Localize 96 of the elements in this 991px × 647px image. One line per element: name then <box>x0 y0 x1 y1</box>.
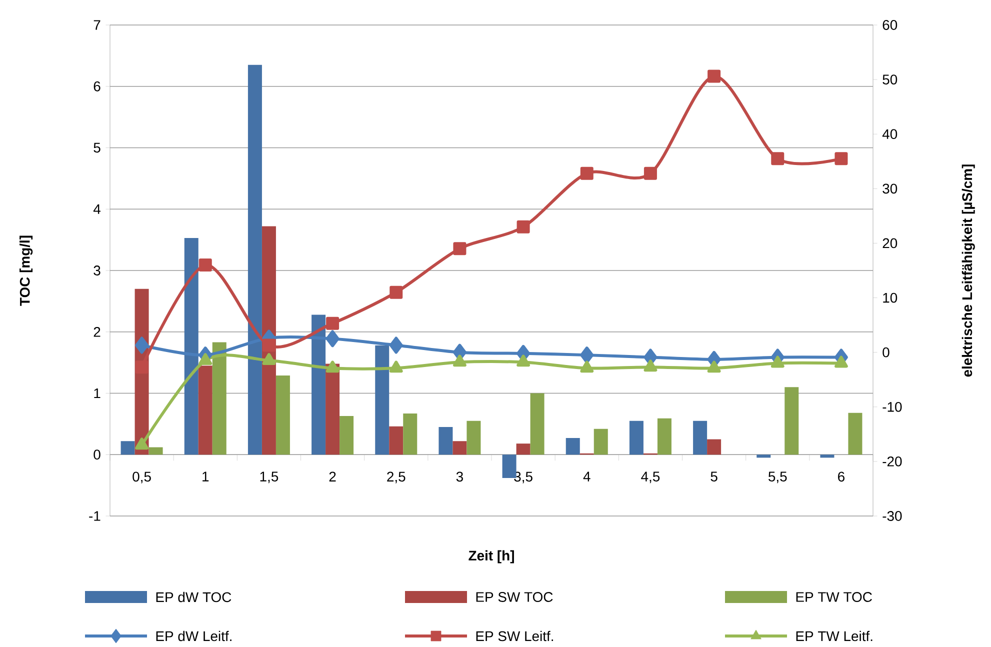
point <box>389 360 403 373</box>
point <box>262 338 276 352</box>
point <box>580 346 594 364</box>
y-tick-label: -1 <box>89 511 100 521</box>
y-tick-label: 0 <box>94 450 100 460</box>
y2-tick-label: -20 <box>882 456 902 466</box>
point <box>707 360 721 373</box>
y-tick-label: 5 <box>94 142 100 153</box>
point <box>708 70 721 83</box>
y2-tick-label: 10 <box>883 292 898 303</box>
point <box>580 360 594 373</box>
point <box>453 354 466 367</box>
bar <box>516 444 530 455</box>
y2-tick-label: 0 <box>882 347 890 358</box>
bar <box>594 428 608 455</box>
point <box>135 360 148 374</box>
point <box>262 353 276 366</box>
bar <box>820 454 834 458</box>
point <box>135 438 148 450</box>
point <box>770 356 784 368</box>
point <box>580 166 594 180</box>
x-tick-label: 4,5 <box>641 472 660 484</box>
x-tick-label: 2 <box>329 472 336 482</box>
bar <box>340 416 354 455</box>
y-tick-label: 1 <box>94 388 100 398</box>
point <box>389 336 403 354</box>
point <box>771 152 784 166</box>
bar <box>466 420 481 455</box>
bar <box>452 441 467 455</box>
x-tick-label: 3 <box>456 472 463 482</box>
legend-label: EP TW Leitf. <box>796 630 872 642</box>
bar <box>707 439 722 455</box>
bar <box>184 238 198 455</box>
y2-tick-label: 20 <box>882 238 898 248</box>
bar <box>120 441 135 455</box>
y-tick-label: 6 <box>94 81 100 92</box>
y2-tick-label: 50 <box>882 74 898 84</box>
y-tick-label: 7 <box>94 20 100 30</box>
point <box>198 258 212 272</box>
bar <box>326 364 340 455</box>
x-tick-label: 3,5 <box>514 472 532 484</box>
bar <box>389 426 404 455</box>
bar <box>403 414 418 455</box>
legend-label: EP dW Leitf. <box>156 630 232 642</box>
bar <box>248 64 262 455</box>
legend-label: EP SW TOC <box>476 592 553 602</box>
x-tick-label: 4 <box>583 472 590 482</box>
bar <box>629 420 644 455</box>
y2-tick-label: -10 <box>882 402 902 412</box>
bar <box>756 454 771 458</box>
y-tick-label: 3 <box>94 266 100 276</box>
bar <box>784 387 799 455</box>
x-tick-label: 1 <box>202 472 209 482</box>
x-tick-label: 0,5 <box>132 472 151 484</box>
bar <box>212 342 226 455</box>
point <box>834 356 848 368</box>
point <box>516 220 530 234</box>
bar <box>375 345 390 455</box>
point <box>516 354 530 367</box>
bar <box>657 418 672 455</box>
point <box>326 330 340 348</box>
bar <box>438 427 453 455</box>
y-tick-label: 4 <box>93 204 100 214</box>
legend-label: EP TW TOC <box>796 592 872 602</box>
point <box>453 242 466 256</box>
point <box>644 166 657 180</box>
legend-label: EP SW Leitf. <box>476 630 553 642</box>
bar <box>566 438 580 455</box>
y2-tick-label: 60 <box>882 20 898 30</box>
point <box>326 360 340 373</box>
point <box>198 353 212 366</box>
bar <box>148 447 163 455</box>
y2-tick-label: -30 <box>882 511 902 521</box>
x-axis-title: Zeit [h] <box>468 550 514 564</box>
x-tick-label: 5 <box>710 472 718 482</box>
y2-tick-label: 40 <box>882 129 898 140</box>
bar <box>848 412 862 455</box>
bar <box>693 420 708 455</box>
point <box>644 360 658 372</box>
point <box>135 336 149 354</box>
y2-tick-label: 30 <box>882 184 898 194</box>
point <box>834 152 848 166</box>
legend-label: EP dW TOC <box>156 592 232 602</box>
y2-axis-title: elektrische Leitfähigkeit [µS/cm] <box>962 164 975 377</box>
point <box>390 286 403 299</box>
bar <box>312 314 326 455</box>
x-tick-label: 2,5 <box>387 472 406 484</box>
y-tick-label: 2 <box>94 326 100 337</box>
bar <box>198 366 212 455</box>
x-tick-label: 5,5 <box>768 472 787 484</box>
y-axis-title: TOC [mg/l] <box>20 236 33 306</box>
x-tick-label: 1,5 <box>260 472 278 484</box>
bar <box>276 375 290 455</box>
x-tick-label: 6 <box>838 472 844 482</box>
point <box>326 316 340 330</box>
bar <box>530 393 544 455</box>
